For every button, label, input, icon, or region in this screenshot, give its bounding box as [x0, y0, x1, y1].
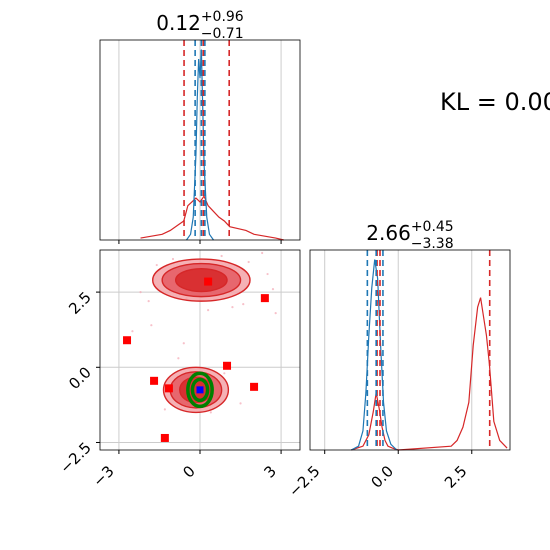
- estimate-contour-0: [186, 371, 214, 409]
- sample-dot: [266, 272, 269, 276]
- joint-plot-area: [100, 250, 300, 450]
- title-value: 2.66: [366, 221, 411, 245]
- tick-label-y-2: 2.5: [65, 288, 95, 318]
- tick-label-x-0: −2.5: [285, 462, 323, 500]
- marginal-y-panel: −2.5 0.0 2.5 2.66+0.45 −3.38: [285, 219, 511, 501]
- sample-dot: [163, 408, 166, 411]
- tick-label-x-2: 3: [260, 462, 279, 481]
- truth-point: [196, 386, 204, 394]
- tick-label-x-1: 0: [179, 462, 198, 481]
- sample-dot: [239, 402, 242, 405]
- sample-marker: [223, 361, 232, 370]
- title-value: 0.12: [156, 11, 201, 35]
- marginal-x-series-estimate: [185, 49, 215, 241]
- reference-contour-0-2: [174, 267, 228, 293]
- tick-label-x-2: 2.5: [441, 462, 471, 492]
- title-lower-error: −3.38: [411, 236, 454, 252]
- sample-dot: [271, 287, 275, 291]
- sample-dot: [139, 291, 142, 294]
- title-upper-error: +0.45: [411, 219, 454, 235]
- sample-dot: [209, 411, 212, 414]
- marginal-x-title: 0.12+0.96 −0.71: [156, 9, 244, 42]
- sample-dot: [242, 303, 245, 306]
- sample-dot: [182, 342, 185, 345]
- sample-dot: [220, 254, 223, 258]
- sample-dot: [207, 309, 210, 312]
- sample-dot: [171, 257, 175, 261]
- marginal-x-panel: 0.12+0.96 −0.71: [99, 9, 301, 244]
- sample-dot: [247, 260, 250, 264]
- sample-marker: [260, 294, 269, 303]
- sample-marker: [160, 433, 169, 442]
- tick-label-y-0: −2.5: [56, 439, 94, 477]
- tick-label-x-1: 0.0: [367, 462, 397, 492]
- sample-dot: [147, 300, 150, 303]
- marginal-y-frame: [309, 249, 511, 451]
- joint-panel: −3 0 3 −2.5 0.0 2.5: [56, 249, 301, 490]
- marginal-y-series-reference: [350, 297, 508, 451]
- sample-dot: [261, 251, 264, 255]
- sample-marker: [150, 376, 159, 385]
- estimate-contour-1: [190, 377, 210, 403]
- sample-dot: [150, 324, 153, 327]
- sample-dot: [274, 312, 277, 315]
- marginal-y-title: 2.66+0.45 −3.38: [366, 219, 453, 252]
- sample-dot: [177, 357, 180, 360]
- sample-dot: [131, 330, 134, 333]
- sample-marker: [204, 277, 213, 286]
- sample-dot: [155, 263, 158, 267]
- sample-dot: [231, 306, 234, 309]
- sample-marker: [164, 384, 173, 393]
- marginal-y-series-estimate: [350, 259, 398, 451]
- tick-label-y-1: 0.0: [65, 363, 95, 393]
- sample-marker: [250, 382, 259, 391]
- sample-dot: [223, 372, 226, 375]
- tick-label-x-0: −3: [89, 462, 117, 490]
- sample-marker: [123, 336, 132, 345]
- title-lower-error: −0.71: [201, 26, 244, 42]
- marginal-x-series-reference: [140, 194, 284, 241]
- kl-annotation: KL = 0.00: [440, 88, 550, 116]
- title-upper-error: +0.96: [201, 9, 244, 25]
